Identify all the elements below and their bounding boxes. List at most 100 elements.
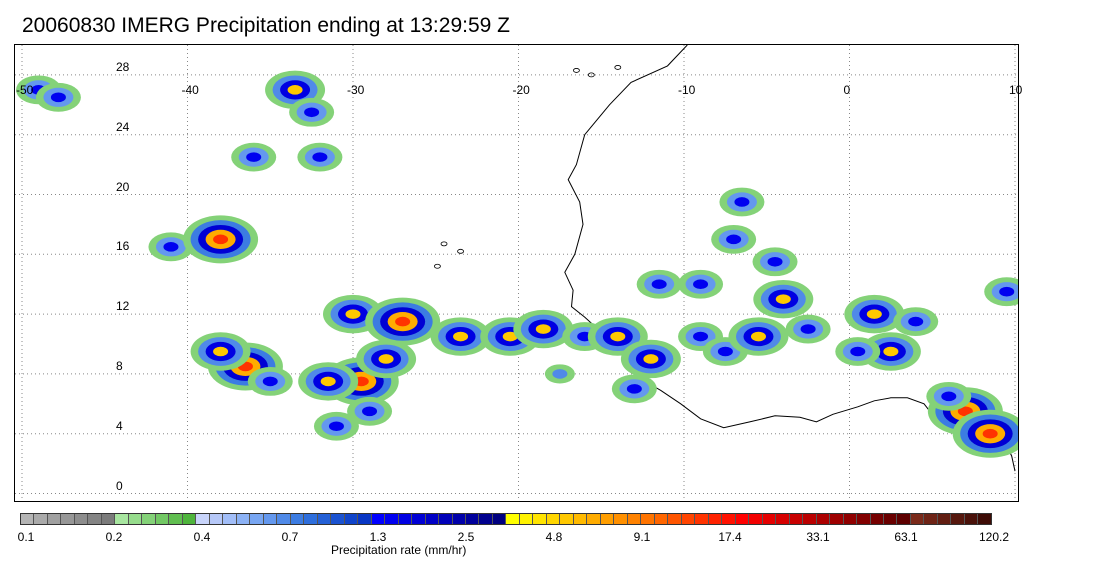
colorbar-swatch	[74, 514, 89, 524]
colorbar-swatch	[479, 514, 493, 524]
colorbar-title: Precipitation rate (mm/hr)	[331, 543, 467, 557]
rain-cell	[213, 346, 229, 357]
colorbar-tick-label: 33.1	[806, 530, 830, 544]
colorbar-swatch	[749, 514, 763, 524]
rain-cell	[643, 354, 659, 364]
precipitation-colorbar	[20, 513, 992, 525]
colorbar-tick-label: 0.4	[193, 530, 211, 544]
rain-cell	[850, 346, 866, 357]
latitude-label: 0	[116, 478, 123, 493]
rain-cell	[651, 279, 667, 290]
colorbar-tick-label: 63.1	[894, 530, 918, 544]
colorbar-swatch	[627, 514, 642, 524]
colorbar-swatch	[412, 514, 426, 524]
colorbar-swatch	[371, 514, 386, 524]
colorbar-swatch	[263, 514, 278, 524]
colorbar-swatch	[398, 514, 413, 524]
rain-cell	[883, 346, 899, 357]
colorbar-swatch	[169, 514, 183, 524]
colorbar-swatch	[964, 514, 979, 524]
colorbar-swatch	[857, 514, 871, 524]
colorbar-swatch	[519, 514, 534, 524]
colorbar-tick-label: 1.3	[369, 530, 387, 544]
rain-cell	[395, 316, 411, 327]
colorbar-swatch	[236, 514, 251, 524]
colorbar-swatch	[358, 514, 372, 524]
rain-cell	[775, 294, 791, 304]
colorbar-swatch	[155, 514, 170, 524]
colorbar-swatch	[803, 514, 817, 524]
latitude-label: 16	[116, 239, 130, 254]
rain-cell	[163, 242, 179, 252]
colorbar-tick-label: 0.7	[281, 530, 299, 544]
rain-cell	[552, 369, 568, 379]
rain-cell	[246, 152, 262, 162]
colorbar-swatch	[425, 514, 440, 524]
colorbar-swatch	[533, 514, 547, 524]
colorbar-swatch	[290, 514, 305, 524]
rain-cell	[750, 331, 766, 342]
rain-cell	[345, 309, 361, 319]
colorbar-swatch	[776, 514, 790, 524]
colorbar-swatch	[385, 514, 399, 524]
colorbar-swatch	[317, 514, 332, 524]
colorbar-swatch	[910, 514, 925, 524]
colorbar-swatch	[115, 514, 129, 524]
colorbar-swatch	[614, 514, 628, 524]
island-outline	[457, 248, 464, 254]
colorbar-swatch	[223, 514, 237, 524]
colorbar-swatch	[209, 514, 224, 524]
rain-cell	[693, 279, 709, 290]
rain-cell	[982, 428, 998, 439]
colorbar-swatch	[546, 514, 561, 524]
rain-cell	[378, 354, 394, 364]
island-outline	[614, 65, 622, 70]
island-outline	[440, 241, 448, 247]
longitude-label: -40	[181, 83, 199, 97]
longitude-label: 0	[843, 83, 851, 97]
map-title: 20060830 IMERG Precipitation ending at 1…	[22, 14, 510, 37]
colorbar-swatch	[573, 514, 588, 524]
rain-cell	[328, 421, 344, 432]
rain-cell	[626, 384, 642, 394]
rain-cell	[362, 406, 378, 417]
colorbar-swatch	[344, 514, 359, 524]
colorbar-swatch	[331, 514, 345, 524]
colorbar-swatch	[762, 514, 777, 524]
colorbar-swatch	[641, 514, 655, 524]
colorbar-swatch	[870, 514, 884, 524]
rain-cell	[502, 331, 518, 342]
rain-cell	[453, 331, 469, 342]
colorbar-swatch	[816, 514, 831, 524]
latitude-label: 24	[116, 119, 130, 134]
map-canvas	[15, 45, 1018, 501]
rain-cell	[999, 286, 1015, 297]
colorbar-swatch	[506, 514, 520, 524]
colorbar-swatch	[668, 514, 682, 524]
colorbar-swatch	[304, 514, 318, 524]
colorbar-tick-label: 4.8	[545, 530, 563, 544]
colorbar-swatch	[47, 514, 62, 524]
rain-cell	[800, 324, 816, 334]
colorbar-swatch	[681, 514, 696, 524]
island-outline	[587, 72, 595, 78]
longitude-label: -50	[16, 83, 34, 97]
colorbar-swatch	[560, 514, 574, 524]
rain-cell	[726, 234, 742, 245]
colorbar-swatch	[897, 514, 911, 524]
colorbar-tick-label: 2.5	[457, 530, 475, 544]
latitude-label: 8	[116, 358, 123, 373]
longitude-label: 10	[1009, 83, 1023, 97]
colorbar-swatch	[88, 514, 102, 524]
rain-cell	[734, 197, 750, 207]
latitude-label: 28	[116, 59, 130, 74]
colorbar-tick-label: 0.1	[17, 530, 35, 544]
colorbar-tick-label: 120.2	[978, 530, 1010, 544]
latitude-label: 12	[116, 299, 130, 314]
colorbar-swatch	[735, 514, 750, 524]
rain-cell	[320, 376, 336, 387]
rain-cell	[610, 331, 626, 342]
rain-cell	[693, 331, 709, 342]
colorbar-swatch	[978, 514, 991, 524]
longitude-label: -20	[512, 83, 530, 97]
